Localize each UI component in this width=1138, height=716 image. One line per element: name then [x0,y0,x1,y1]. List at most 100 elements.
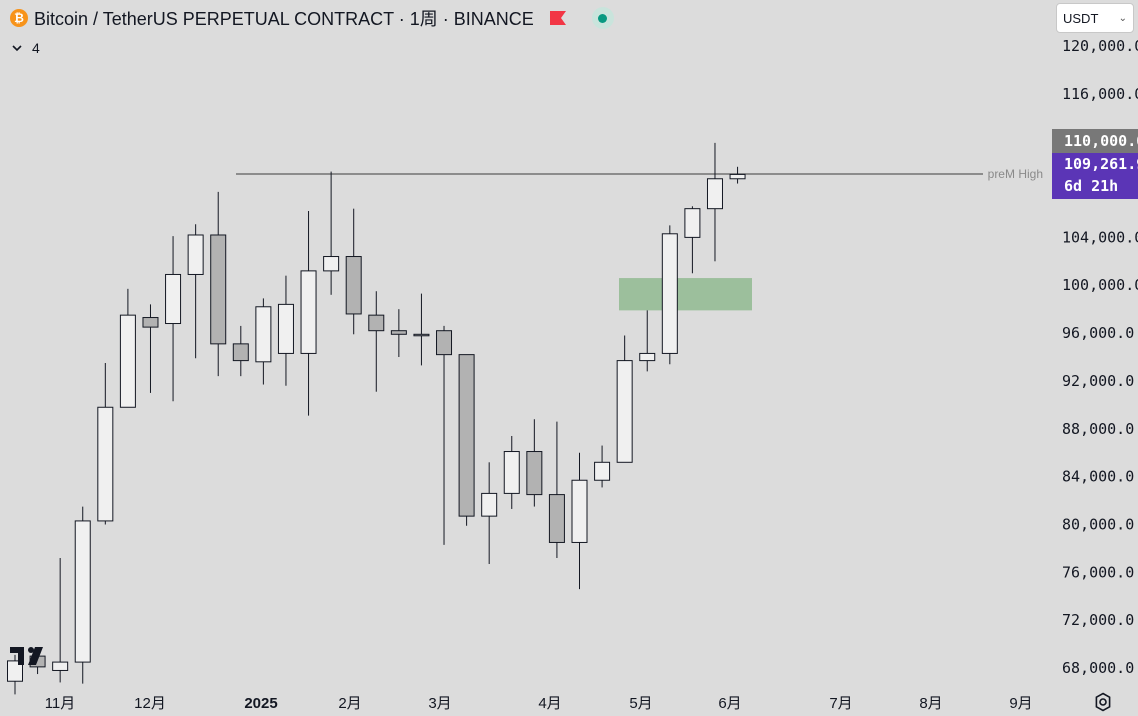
last-price-tag: 109,261.9 6d 21h [1052,153,1138,199]
candles-layer: preM High [7,142,1043,695]
time-tick-label: 3月 [428,695,451,712]
candle [503,435,520,509]
premonth-high-label: preM High [988,167,1043,181]
candle [526,419,543,507]
candle [390,309,407,358]
candle [7,654,23,695]
candle-body [503,451,520,494]
time-tick-label: 5月 [629,695,652,712]
market-status-icon [591,7,614,29]
time-axis[interactable]: 11月 12月 2025 2月 3月 4月 5月 6月 7月 8月 9月 [45,695,1033,712]
candle-body [436,330,453,356]
candle-body [390,330,407,335]
candle [436,325,453,545]
candle [97,363,114,525]
candle [165,236,182,402]
indicators-toggle[interactable]: 4 [12,40,40,56]
candle-body [571,479,588,543]
candle [345,208,362,335]
candle [232,325,249,377]
candle-body [97,406,114,522]
candle [729,166,746,184]
candle-body [165,273,182,325]
candle [639,310,656,372]
candle-body [684,208,701,238]
candle [255,298,272,385]
last-price-value: 109,261.9 [1064,155,1138,173]
symbol-title[interactable]: Bitcoin / TetherUS PERPETUAL CONTRACT · … [34,9,534,29]
chevron-down-icon[interactable] [12,44,22,52]
price-tick-label: 68,000.0 [1062,659,1134,677]
candle [277,275,294,386]
price-tick-label: 104,000.0 [1062,228,1138,246]
candle-body [210,234,227,345]
candle-body [142,317,159,328]
candle [684,206,701,274]
price-tick-label: 120,000.0 [1062,37,1138,55]
candle [52,558,69,683]
candle-body [119,314,136,408]
candle-body [323,256,340,272]
time-tick-label: 2月 [338,695,361,712]
currency-value: USDT [1063,10,1099,26]
candle-body [616,360,633,463]
candle-body [639,352,656,362]
symbol-legend[interactable]: ₿ Bitcoin / TetherUS PERPETUAL CONTRACT … [10,6,614,30]
candle [74,506,91,684]
tradingview-logo-icon[interactable] [10,645,52,667]
candle-body [661,233,678,354]
candle [142,304,159,393]
flag-icon[interactable] [549,11,566,25]
price-tick-label: 92,000.0 [1062,372,1134,390]
price-tick-label: 72,000.0 [1062,611,1134,629]
time-tick-label: 12月 [134,695,166,712]
high-price-tag: 110,000.0 [1052,129,1138,153]
time-tick-label: 7月 [829,695,852,712]
price-tick-label: 76,000.0 [1062,563,1134,581]
candle-body [526,451,543,496]
candle-body [187,234,204,275]
candle-body [300,270,317,354]
candle-body [729,173,746,180]
indicators-count: 4 [32,40,40,56]
bar-countdown: 6d 21h [1064,177,1119,195]
candle [210,191,227,377]
bitcoin-icon: ₿ [10,9,28,27]
candle [368,291,385,392]
candle-body [368,314,385,332]
chevron-down-icon: ⌄ [1118,12,1127,24]
price-tick-label: 80,000.0 [1062,516,1134,534]
candle [458,354,475,526]
candle [594,445,611,488]
candle [413,293,430,366]
candle-body [481,492,498,517]
settings-gear-icon[interactable] [1093,692,1113,712]
currency-select[interactable]: USDT ⌄ [1056,3,1134,33]
time-tick-label: 4月 [538,695,561,712]
candle-body [277,303,294,354]
candle-body [255,306,272,363]
price-tick-label: 84,000.0 [1062,468,1134,486]
time-tick-label: 9月 [1009,695,1032,712]
candle [616,335,633,463]
time-tick-label: 2025 [244,695,277,712]
candle-body [74,520,91,663]
candle-body [7,660,23,682]
candle [323,171,340,295]
time-tick-label: 6月 [718,695,741,712]
price-tick-label: 100,000.0 [1062,276,1138,294]
candle [187,224,204,359]
price-tick-label: 88,000.0 [1062,420,1134,438]
candle-body [52,661,69,671]
candle [548,421,565,559]
time-tick-label: 8月 [919,695,942,712]
candle-body [232,343,249,362]
candle [300,211,317,416]
candle-body [413,333,430,337]
candle-body [594,461,611,481]
candle [661,225,678,365]
candle-body [706,178,723,210]
candle [571,452,588,590]
candle [119,288,136,408]
